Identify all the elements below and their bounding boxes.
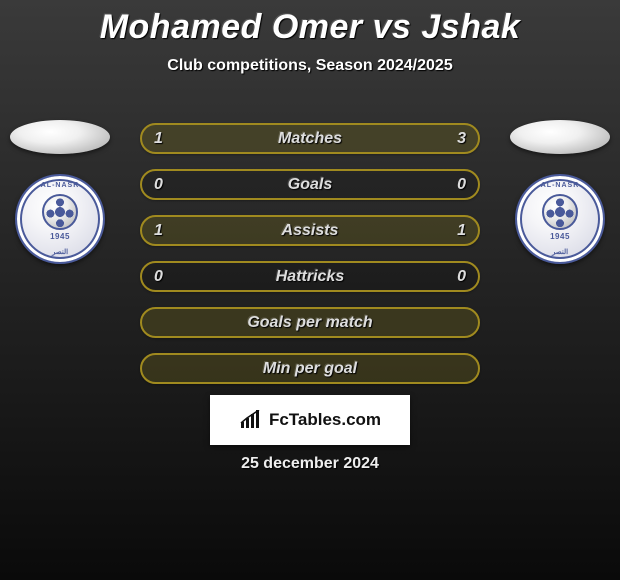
stat-right-value: 1 xyxy=(457,222,466,240)
stat-label: Hattricks xyxy=(276,268,344,286)
player-left-avatar xyxy=(10,120,110,154)
club-text-bottom: النصر xyxy=(52,248,68,256)
stats-table: 1 Matches 3 0 Goals 0 1 Assists 1 0 Hattricks 0 Goal… xyxy=(140,123,480,384)
subtitle: Club competitions, Season 2024/2025 xyxy=(0,57,620,75)
soccer-ball-icon xyxy=(542,194,578,230)
infographic: Mohamed Omer vs Jshak Club competitions,… xyxy=(0,0,620,580)
stat-label: Assists xyxy=(282,222,339,240)
stat-row: 0 Hattricks 0 xyxy=(140,261,480,292)
club-year: 1945 xyxy=(50,232,70,241)
club-year: 1945 xyxy=(550,232,570,241)
stat-label: Goals per match xyxy=(247,314,372,332)
brand-name: FcTables.com xyxy=(269,410,381,430)
date: 25 december 2024 xyxy=(0,455,620,473)
stat-left-value: 1 xyxy=(154,130,163,148)
player-left-club-logo: AL-NASR 1945 النصر xyxy=(15,174,105,264)
stat-row: Goals per match xyxy=(140,307,480,338)
club-text-top: AL-NASR xyxy=(541,182,580,189)
stat-row: 0 Goals 0 xyxy=(140,169,480,200)
stat-label: Min per goal xyxy=(263,360,357,378)
stat-right-value: 0 xyxy=(457,268,466,286)
stat-left-value: 0 xyxy=(154,268,163,286)
player-right-column: AL-NASR 1945 النصر xyxy=(510,120,610,264)
stat-row: 1 Assists 1 xyxy=(140,215,480,246)
player-right-avatar xyxy=(510,120,610,154)
player-right-club-logo: AL-NASR 1945 النصر xyxy=(515,174,605,264)
brand-logo-icon xyxy=(239,410,263,430)
stat-label: Matches xyxy=(278,130,342,148)
stat-right-value: 0 xyxy=(457,176,466,194)
club-text-top: AL-NASR xyxy=(41,182,80,189)
stat-left-value: 1 xyxy=(154,222,163,240)
club-text-bottom: النصر xyxy=(552,248,568,256)
stat-label: Goals xyxy=(288,176,332,194)
stat-row: 1 Matches 3 xyxy=(140,123,480,154)
player-left-column: AL-NASR 1945 النصر xyxy=(10,120,110,264)
page-title: Mohamed Omer vs Jshak xyxy=(0,0,620,47)
stat-row: Min per goal xyxy=(140,353,480,384)
soccer-ball-icon xyxy=(42,194,78,230)
stat-right-value: 3 xyxy=(457,130,466,148)
brand-badge: FcTables.com xyxy=(210,395,410,445)
stat-left-value: 0 xyxy=(154,176,163,194)
